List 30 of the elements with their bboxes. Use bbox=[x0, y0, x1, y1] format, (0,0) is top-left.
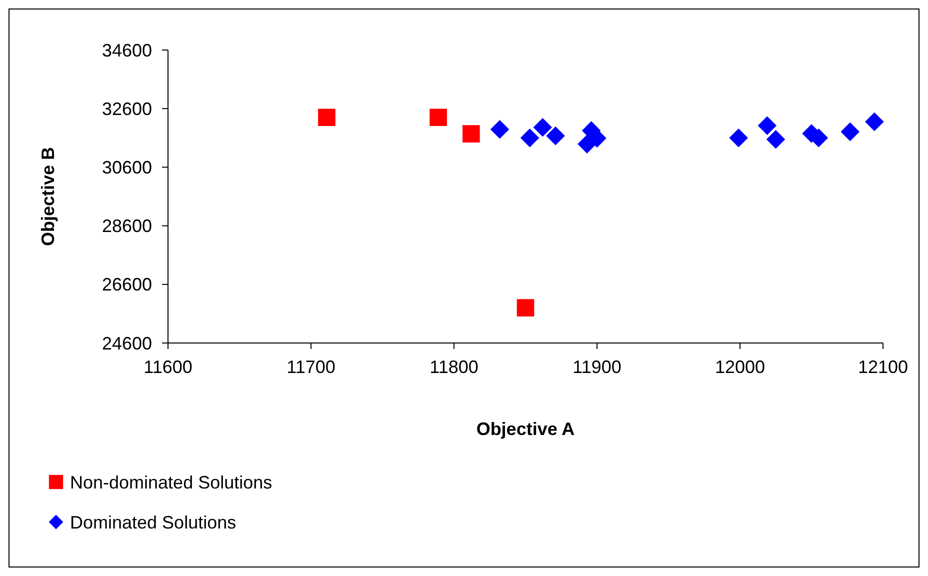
y-tick-label: 30600 bbox=[102, 158, 152, 178]
point bbox=[546, 126, 565, 146]
x-axis-title: Objective A bbox=[476, 419, 575, 439]
y-tick-label: 28600 bbox=[102, 216, 152, 236]
point bbox=[516, 299, 534, 316]
x-tick-label: 12000 bbox=[714, 357, 766, 377]
point bbox=[758, 116, 777, 135]
y-tick-label: 32600 bbox=[102, 98, 152, 119]
point bbox=[865, 112, 884, 132]
y-tick-label: 24600 bbox=[102, 333, 152, 354]
point bbox=[729, 128, 748, 148]
point bbox=[318, 108, 336, 126]
legend-label: Dominated Solutions bbox=[70, 512, 236, 532]
x-tick-label: 11800 bbox=[430, 357, 478, 377]
point bbox=[520, 128, 540, 148]
x-tick-label: 11700 bbox=[286, 357, 336, 377]
point bbox=[430, 108, 447, 126]
point bbox=[766, 130, 786, 149]
x-tick-label: 11600 bbox=[144, 357, 192, 377]
point bbox=[578, 134, 596, 154]
point bbox=[462, 125, 480, 142]
y-axis-title: Objective B bbox=[38, 146, 58, 246]
x-tick-label: 11900 bbox=[572, 357, 622, 377]
y-tick-label: 26600 bbox=[102, 274, 152, 295]
point bbox=[840, 122, 860, 142]
legend-label: Non-dominated Solutions bbox=[70, 472, 272, 492]
point bbox=[533, 118, 552, 137]
point bbox=[490, 120, 510, 139]
y-tick-label: 34600 bbox=[102, 40, 152, 60]
x-tick-label: 12100 bbox=[858, 357, 908, 377]
